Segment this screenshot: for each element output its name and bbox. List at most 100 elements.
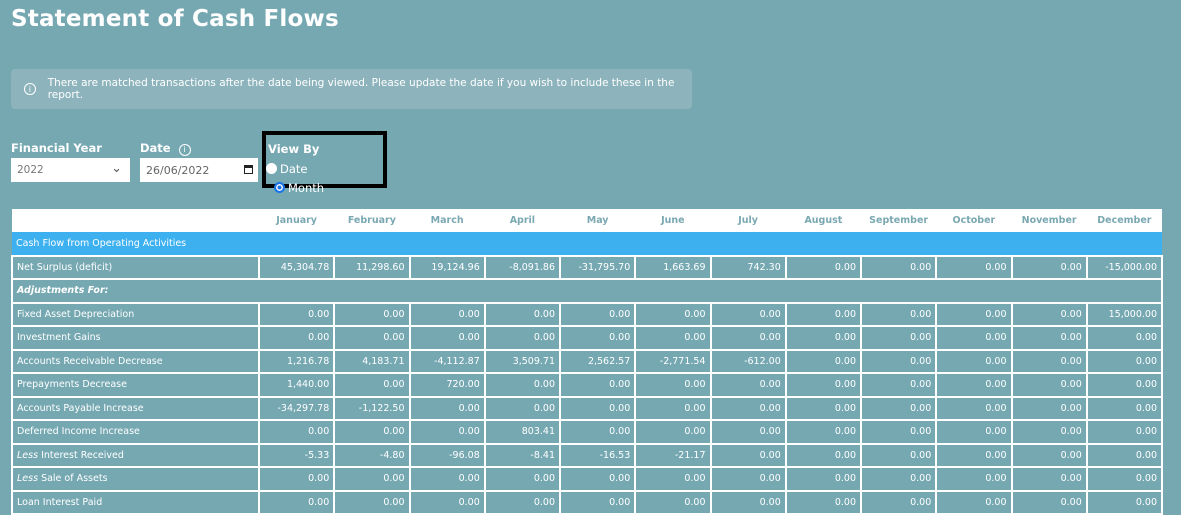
row-label: Less Interest Received: [11, 442, 260, 468]
row-label: Cash Flow from Operating Activities: [12, 232, 1162, 256]
view-by-month-radio[interactable]: Month: [274, 181, 324, 195]
value-cell: 0.00: [558, 489, 637, 515]
value-cell: 0.00: [1010, 489, 1088, 515]
value-cell: 0.00: [1085, 372, 1164, 398]
label-text: Accounts Receivable Decrease: [17, 355, 163, 367]
row-label: Fixed Asset Depreciation: [11, 301, 260, 327]
month-header: August: [785, 209, 861, 232]
value-cell: 0.00: [784, 325, 863, 351]
value-cell: 0.00: [859, 301, 938, 327]
date-label: Date i: [140, 141, 191, 156]
month-header: October: [936, 209, 1012, 232]
info-icon: i: [24, 83, 36, 95]
label-text: Fixed Asset Depreciation: [17, 308, 135, 320]
label-text: Prepayments Decrease: [17, 379, 127, 391]
view-by-group: View By Date Month: [262, 131, 387, 195]
row-label: Net Surplus (deficit): [11, 254, 260, 280]
prefix: Less: [17, 473, 39, 485]
value-cell: 0.00: [709, 395, 787, 421]
value-cell: 0.00: [784, 372, 863, 398]
value-cell: 0.00: [1010, 348, 1088, 374]
value-cell: 0.00: [1010, 372, 1088, 398]
value-cell: 0.00: [784, 254, 863, 280]
value-cell: 0.00: [483, 466, 562, 492]
info-alert: i There are matched transactions after t…: [11, 69, 692, 109]
value-cell: 0.00: [859, 372, 938, 398]
value-cell: 0.00: [859, 466, 938, 492]
value-cell: 1,216.78: [257, 348, 336, 374]
label-text: Accounts Payable Increase: [17, 402, 144, 414]
value-cell: 0.00: [1085, 442, 1164, 468]
row-label: Accounts Receivable Decrease: [11, 348, 260, 374]
value-cell: 0.00: [1010, 254, 1088, 280]
value-cell: 0.00: [859, 325, 938, 351]
value-cell: 0.00: [859, 254, 938, 280]
value-cell: 0.00: [1085, 466, 1164, 492]
page-title: Statement of Cash Flows: [11, 6, 339, 32]
value-cell: 0.00: [257, 419, 336, 445]
value-cell: 0.00: [784, 395, 863, 421]
value-cell: 0.00: [257, 301, 336, 327]
subheading-row: Adjustments For:: [11, 278, 1163, 304]
table-header-row: January February March April May June July Augu…: [12, 209, 1162, 232]
value-cell: 0.00: [859, 442, 938, 468]
value-cell: 0.00: [408, 419, 486, 445]
month-header: April: [484, 209, 560, 232]
value-cell: -31,795.70: [558, 254, 637, 280]
value-cell: 720.00: [408, 372, 486, 398]
value-cell: -4,112.87: [408, 348, 486, 374]
table-row: Net Surplus (deficit) 45,304.78 11,298.60 1…: [11, 254, 1164, 280]
value-cell: -8.41: [483, 442, 562, 468]
view-by-date-radio[interactable]: Date: [266, 162, 308, 176]
value-cell: 0.00: [333, 325, 411, 351]
table-row: Less Interest Received -5.33 -4.80 -96.08 -8…: [11, 442, 1164, 468]
table-row: Less Sale of Assets 0.00 0.00 0.00 0.00 0.00 0…: [11, 466, 1164, 492]
value-cell: 0.00: [408, 489, 486, 515]
value-cell: 742.30: [709, 254, 787, 280]
value-cell: 0.00: [333, 301, 411, 327]
value-cell: 0.00: [634, 466, 712, 492]
calendar-icon[interactable]: [244, 165, 253, 174]
table-row: Investment Gains 0.00 0.00 0.00 0.00 0.00 0.00…: [11, 325, 1164, 351]
value-cell: 0.00: [634, 419, 712, 445]
value-cell: 11,298.60: [333, 254, 411, 280]
value-cell: 0.00: [333, 489, 411, 515]
row-label: Deferred Income Increase: [11, 419, 260, 445]
value-cell: 3,509.71: [483, 348, 562, 374]
value-cell: 0.00: [634, 301, 712, 327]
value-cell: 0.00: [333, 372, 411, 398]
month-header: September: [861, 209, 937, 232]
value-cell: 2,562.57: [558, 348, 637, 374]
date-input[interactable]: 26/06/2022: [140, 158, 258, 182]
value-cell: 45,304.78: [257, 254, 336, 280]
value-cell: 0.00: [558, 395, 637, 421]
info-icon[interactable]: i: [178, 143, 191, 156]
value-cell: 19,124.96: [408, 254, 486, 280]
value-cell: 0.00: [935, 419, 1013, 445]
value-cell: 0.00: [709, 301, 787, 327]
value-cell: 0.00: [634, 325, 712, 351]
value-cell: 0.00: [558, 419, 637, 445]
label-text: Deferred Income Increase: [17, 426, 140, 438]
table-row: Deferred Income Increase 0.00 0.00 0.00 803.…: [11, 419, 1164, 445]
header-blank: [12, 209, 259, 232]
value-cell: 0.00: [859, 419, 938, 445]
value-cell: 0.00: [257, 325, 336, 351]
value-cell: 0.00: [784, 442, 863, 468]
value-cell: 0.00: [935, 466, 1013, 492]
row-label: Less Sale of Assets: [11, 466, 260, 492]
month-header: March: [409, 209, 485, 232]
label-text: Loan Interest Paid: [17, 496, 103, 508]
value-cell: 0.00: [634, 395, 712, 421]
value-cell: 0.00: [859, 395, 938, 421]
financial-year-select[interactable]: 2022 ⌄: [11, 158, 130, 182]
radio-checked-icon: [274, 182, 285, 193]
value-cell: 0.00: [257, 489, 336, 515]
value-cell: 0.00: [935, 372, 1013, 398]
value-cell: 0.00: [935, 325, 1013, 351]
value-cell: 0.00: [408, 395, 486, 421]
label-text: Investment Gains: [17, 332, 101, 344]
value-cell: 0.00: [408, 301, 486, 327]
prefix: Less: [17, 449, 39, 461]
cash-flow-table: January February March April May June July Augu…: [11, 209, 1164, 515]
